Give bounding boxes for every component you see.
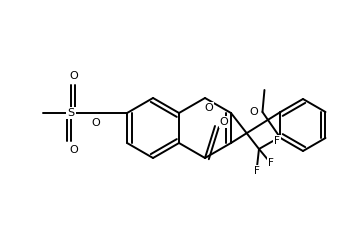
Text: O: O xyxy=(204,103,213,113)
Text: F: F xyxy=(254,166,260,176)
Text: S: S xyxy=(67,108,75,118)
Text: F: F xyxy=(274,136,280,146)
Text: O: O xyxy=(70,145,78,155)
Text: O: O xyxy=(220,117,228,127)
Text: O: O xyxy=(249,107,258,117)
Text: F: F xyxy=(268,158,274,168)
Text: O: O xyxy=(70,71,78,81)
Text: O: O xyxy=(92,118,100,128)
